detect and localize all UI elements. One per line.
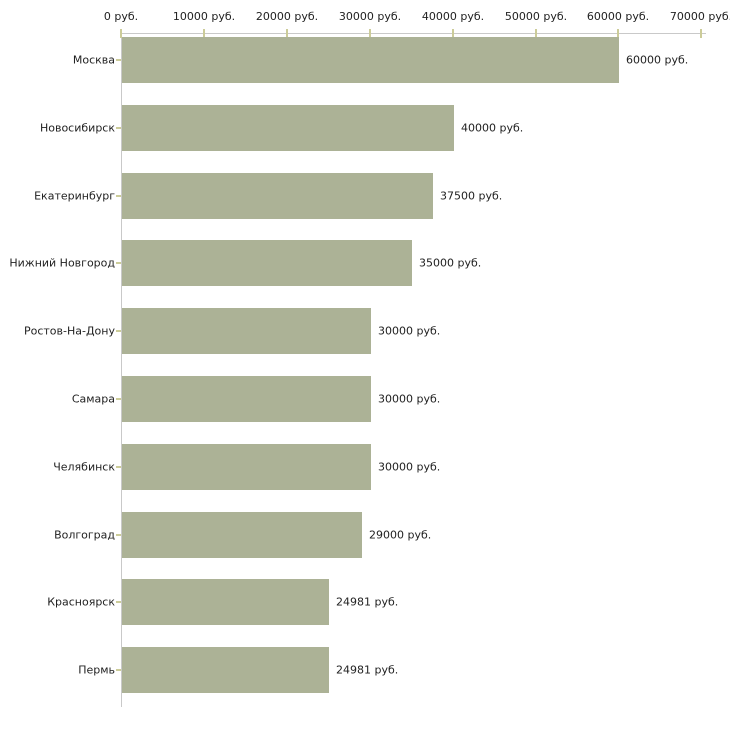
x-axis-tick (120, 29, 122, 38)
category-tick (116, 601, 121, 603)
bar (122, 376, 371, 422)
bar (122, 308, 371, 354)
value-label: 30000 руб. (378, 324, 441, 338)
category-label: Челябинск (53, 460, 115, 474)
category-tick (116, 398, 121, 400)
value-label: 35000 руб. (419, 256, 482, 270)
category-label: Волгоград (54, 528, 115, 542)
x-axis-tick (700, 29, 702, 38)
bar (122, 173, 433, 219)
category-tick (116, 59, 121, 61)
category-tick (116, 669, 121, 671)
x-axis-tick-label: 40000 руб. (421, 10, 485, 23)
category-label: Екатеринбург (34, 189, 115, 203)
category-label: Красноярск (47, 595, 115, 609)
y-axis-line (121, 33, 122, 707)
value-label: 37500 руб. (440, 189, 503, 203)
value-label: 29000 руб. (369, 528, 432, 542)
x-axis-tick-label: 60000 руб. (586, 10, 650, 23)
x-axis-tick-label: 10000 руб. (172, 10, 236, 23)
category-label: Самара (71, 392, 115, 406)
bar (122, 105, 454, 151)
x-axis-line (121, 33, 706, 34)
bar (122, 647, 329, 693)
bar (122, 444, 371, 490)
bar (122, 512, 362, 558)
x-axis-tick-label: 70000 руб. (669, 10, 730, 23)
category-label: Нижний Новгород (9, 256, 115, 270)
category-tick (116, 466, 121, 468)
x-axis-tick-label: 0 руб. (103, 10, 139, 23)
value-label: 24981 руб. (336, 663, 399, 677)
x-axis-tick (369, 29, 371, 38)
value-label: 60000 руб. (626, 53, 689, 67)
category-tick (116, 262, 121, 264)
category-label: Новосибирск (39, 121, 115, 135)
category-tick (116, 127, 121, 129)
x-axis-tick (286, 29, 288, 38)
bar (122, 579, 329, 625)
x-axis-tick-label: 30000 руб. (338, 10, 402, 23)
x-axis-tick (617, 29, 619, 38)
value-label: 30000 руб. (378, 392, 441, 406)
value-label: 40000 руб. (461, 121, 524, 135)
value-label: 24981 руб. (336, 595, 399, 609)
category-label: Ростов-На-Дону (23, 324, 115, 338)
value-label: 30000 руб. (378, 460, 441, 474)
x-axis-tick (535, 29, 537, 38)
x-axis-tick-label: 20000 руб. (255, 10, 319, 23)
x-axis-tick (452, 29, 454, 38)
category-label: Пермь (78, 663, 115, 677)
category-tick (116, 195, 121, 197)
x-axis-tick (203, 29, 205, 38)
category-tick (116, 330, 121, 332)
category-tick (116, 534, 121, 536)
bar (122, 240, 412, 286)
x-axis-tick-label: 50000 руб. (504, 10, 568, 23)
bar (122, 37, 619, 83)
category-label: Москва (72, 53, 115, 67)
